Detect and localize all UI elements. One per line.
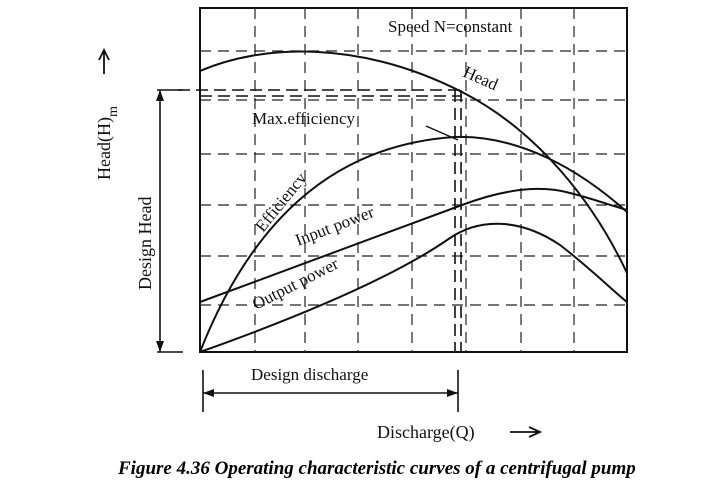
svg-text:Head(H)m: Head(H)m [94, 106, 121, 180]
x-axis-label: Discharge(Q) [377, 422, 475, 443]
figure-caption: Figure 4.36 Operating characteristic cur… [117, 458, 636, 479]
plot-frame [199, 7, 628, 353]
efficiency-curve-label: Efficiency [251, 168, 310, 235]
design-head-arrow-top [156, 90, 164, 101]
design-head-arrow-bottom [156, 341, 164, 352]
design-point-markers [178, 89, 462, 352]
head-curve [199, 50, 628, 274]
y-axis-title: Head(H)m [94, 106, 121, 180]
design-discharge-label: Design discharge [251, 365, 368, 384]
max-efficiency-pointer [425, 125, 459, 141]
dashed-grid [200, 8, 627, 352]
design-discharge-dimension [202, 370, 459, 412]
y-axis-subscript: m [106, 106, 121, 117]
design-head-dimension [157, 89, 183, 353]
output-power-curve [199, 222, 628, 353]
speed-label: Speed N=constant [388, 17, 513, 36]
efficiency-curve [199, 135, 628, 353]
x-axis-arrow [510, 426, 543, 438]
max-efficiency-label: Max.efficiency [252, 109, 356, 128]
y-axis-label: Head(H) [94, 117, 115, 180]
input-power-curve [199, 187, 628, 303]
design-head-label: Design Head [135, 197, 155, 290]
y-axis-arrow [98, 47, 110, 74]
design-discharge-arrow-right [447, 389, 458, 397]
design-discharge-arrow-left [203, 389, 214, 397]
